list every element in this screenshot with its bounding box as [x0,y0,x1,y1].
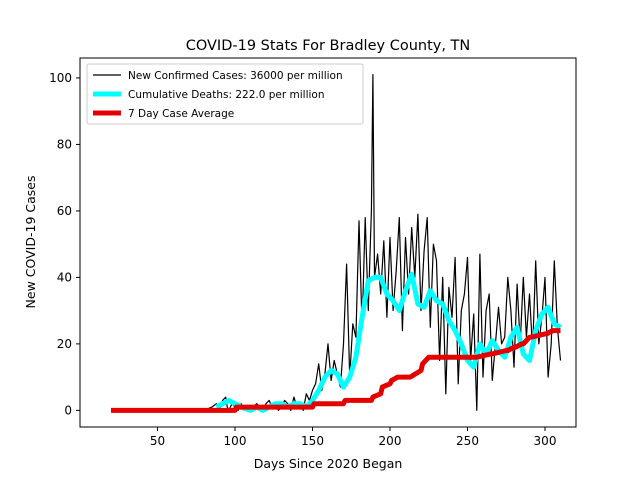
axes-frame [79,57,577,428]
x-tick-label: 250 [456,434,479,448]
y-axis-label: New COVID-19 Cases [23,176,38,309]
y-tick-label: 80 [57,137,72,151]
legend-label-1: Cumulative Deaths: 222.0 per million [128,89,325,101]
legend: New Confirmed Cases: 36000 per million Cu… [86,63,364,125]
legend-label-0: New Confirmed Cases: 36000 per million [128,70,343,82]
axis-ticks: 50 100 150 200 250 300 0 20 40 60 80 100 [49,71,556,448]
x-tick-label: 150 [301,434,324,448]
series-line-2 [111,328,561,413]
y-tick-label: 20 [57,337,72,351]
x-tick-label: 200 [379,434,402,448]
y-tick-label: 60 [57,204,72,218]
x-tick-label: 50 [150,434,165,448]
y-tick-label: 0 [64,403,72,417]
y-tick-label: 100 [49,71,72,85]
plot-area [111,73,562,413]
legend-label-2: 7 Day Case Average [128,108,234,120]
y-tick-label: 40 [57,270,72,284]
chart-title: COVID-19 Stats For Bradley County, TN [186,38,471,54]
legend-box [86,63,364,125]
x-tick-label: 100 [224,434,247,448]
series-line-0 [111,73,562,411]
x-tick-label: 300 [534,434,557,448]
x-axis-label: Days Since 2020 Began [254,456,403,471]
series-line-1 [215,271,562,413]
